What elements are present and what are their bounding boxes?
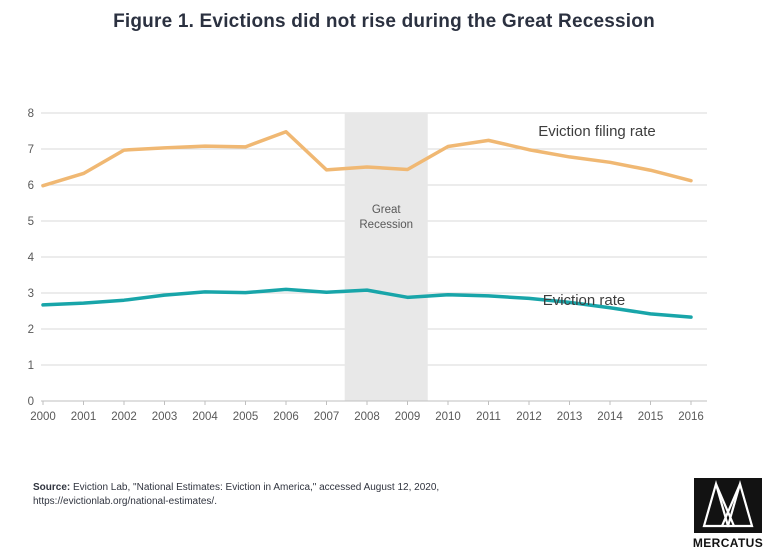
x-axis-tick-label: 2004 [192,411,218,423]
figure-title: Figure 1. Evictions did not rise during … [113,11,655,32]
y-axis-tick-label: 4 [28,252,35,264]
x-axis-tick-label: 2006 [273,411,299,423]
source-note: Source: Eviction Lab, "National Estimate… [33,481,458,509]
x-axis-tick-label: 2001 [71,411,97,423]
mercatus-logo-text: MERCATUS [692,536,764,550]
x-axis-tick-label: 2003 [152,411,178,423]
x-axis-tick-label: 2015 [638,411,664,423]
x-axis-tick-label: 2010 [435,411,461,423]
y-axis-tick-label: 3 [28,288,34,300]
x-axis-tick-label: 2011 [476,411,501,423]
y-axis-tick-label: 7 [28,144,34,156]
x-axis-tick-label: 2000 [30,411,56,423]
mercatus-logo-icon [694,478,762,533]
x-axis-tick-label: 2016 [678,411,704,423]
mercatus-logo: MERCATUS [692,478,764,550]
recession-band-label: Great Recession [359,204,413,231]
x-axis-tick-label: 2005 [233,411,259,423]
y-axis-tick-label: 1 [28,360,34,372]
source-text: Eviction Lab, "National Estimates: Evict… [33,482,440,507]
series-line-eviction-rate [41,287,693,319]
series-line-eviction-filing-rate [41,129,693,188]
y-axis-tick-label: 2 [28,324,34,336]
x-axis-tick-label: 2012 [516,411,542,423]
x-axis-tick-label: 2013 [557,411,583,423]
recession-band [344,113,428,401]
x-axis-tick-label: 2008 [354,411,380,423]
x-axis-tick-label: 2014 [597,411,623,423]
x-axis-tick-label: 2007 [314,411,340,423]
y-axis-tick-label: 0 [28,396,34,408]
x-axis-tick-label: 2009 [395,411,421,423]
y-axis-tick-label: 6 [28,180,34,192]
series-label-eviction-filing-rate: Eviction filing rate [538,123,656,140]
y-axis-tick-label: 5 [28,216,34,228]
y-axis-tick-label: 8 [28,108,34,120]
series-label-eviction-rate: Eviction rate [543,292,626,309]
source-label: Source: [33,482,71,493]
x-axis-tick-label: 2002 [111,411,137,423]
